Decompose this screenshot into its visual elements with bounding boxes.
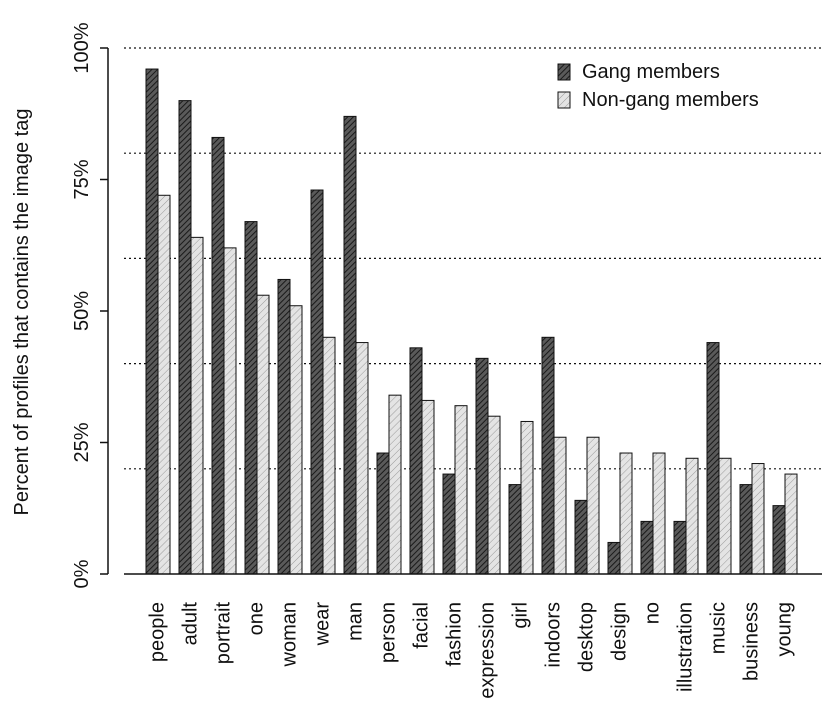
x-tick-label: fashion bbox=[443, 602, 465, 667]
bar-nongang-woman bbox=[289, 305, 303, 575]
y-tick-label: 0% bbox=[71, 559, 93, 588]
bar-gang-music bbox=[706, 342, 720, 575]
legend: Gang members Non-gang members bbox=[557, 61, 759, 111]
bar-gang-one bbox=[244, 221, 258, 575]
x-tick-label: man bbox=[344, 602, 366, 641]
bar-nongang-young bbox=[784, 473, 798, 575]
bar-nongang-no bbox=[652, 452, 666, 575]
bar-nongang-facial bbox=[421, 399, 435, 575]
bar-gang-business bbox=[739, 484, 753, 575]
bar-gang-indoors bbox=[541, 336, 555, 575]
bar-gang-fashion bbox=[442, 473, 456, 575]
bar-gang-man bbox=[343, 115, 357, 575]
bar-nongang-adult bbox=[190, 236, 204, 575]
x-tick-label: one bbox=[245, 602, 267, 635]
x-tick-label: wear bbox=[311, 602, 333, 647]
bar-gang-no bbox=[640, 520, 654, 575]
bars: people adult portrait one woman wear man person… bbox=[145, 68, 798, 699]
bar-nongang-design bbox=[619, 452, 633, 575]
bar-nongang-music bbox=[718, 457, 732, 575]
y-tick-label: 100% bbox=[71, 22, 93, 73]
bar-gang-young bbox=[772, 505, 786, 575]
x-tick-label: woman bbox=[278, 602, 300, 667]
legend-label: Gang members bbox=[582, 61, 720, 83]
bar-gang-desktop bbox=[574, 499, 588, 575]
bar-gang-people bbox=[145, 68, 159, 575]
x-tick-label: adult bbox=[179, 602, 201, 646]
bar-nongang-people bbox=[157, 194, 171, 575]
bar-nongang-fashion bbox=[454, 405, 468, 575]
x-tick-label: no bbox=[641, 602, 663, 624]
x-tick-label: desktop bbox=[575, 602, 597, 672]
axes: 0% 25% 50% 75% 100% bbox=[71, 22, 822, 588]
bar-nongang-person bbox=[388, 394, 402, 575]
bar-nongang-business bbox=[751, 463, 765, 575]
bar-nongang-illustration bbox=[685, 457, 699, 575]
y-tick-label: 75% bbox=[71, 159, 93, 199]
bar-gang-design bbox=[607, 541, 621, 575]
bar-nongang-one bbox=[256, 294, 270, 575]
gridlines bbox=[124, 47, 822, 470]
bar-gang-woman bbox=[277, 278, 291, 575]
legend-swatch-nongang bbox=[557, 91, 571, 109]
bar-nongang-desktop bbox=[586, 436, 600, 575]
bar-nongang-man bbox=[355, 342, 369, 575]
bar-nongang-girl bbox=[520, 420, 534, 575]
bar-gang-person bbox=[376, 452, 390, 575]
bar-gang-portrait bbox=[211, 136, 225, 575]
bar-gang-expression bbox=[475, 357, 489, 575]
y-tick-label: 50% bbox=[71, 291, 93, 331]
x-tick-label: illustration bbox=[674, 602, 696, 692]
bar-gang-adult bbox=[178, 100, 192, 575]
bar-gang-wear bbox=[310, 189, 324, 575]
bar-nongang-wear bbox=[322, 336, 336, 575]
x-tick-label: design bbox=[608, 602, 630, 661]
bar-gang-facial bbox=[409, 347, 423, 575]
x-tick-label: music bbox=[707, 602, 729, 654]
bar-gang-illustration bbox=[673, 520, 687, 575]
x-tick-label: young bbox=[773, 602, 795, 657]
x-tick-label: girl bbox=[509, 602, 531, 629]
legend-swatch-gang bbox=[557, 63, 571, 81]
x-tick-label: indoors bbox=[542, 602, 564, 668]
bar-nongang-expression bbox=[487, 415, 501, 575]
x-tick-label: person bbox=[377, 602, 399, 663]
y-axis-title: Percent of profiles that contains the im… bbox=[11, 109, 33, 516]
bar-nongang-indoors bbox=[553, 436, 567, 575]
legend-label: Non-gang members bbox=[582, 89, 759, 111]
x-tick-label: facial bbox=[410, 602, 432, 649]
x-tick-label: business bbox=[740, 602, 762, 681]
x-tick-label: people bbox=[146, 602, 168, 662]
x-tick-label: portrait bbox=[212, 602, 234, 665]
bar-gang-girl bbox=[508, 484, 522, 575]
x-tick-label: expression bbox=[476, 602, 498, 699]
y-tick-label: 25% bbox=[71, 422, 93, 462]
bar-nongang-portrait bbox=[223, 247, 237, 575]
